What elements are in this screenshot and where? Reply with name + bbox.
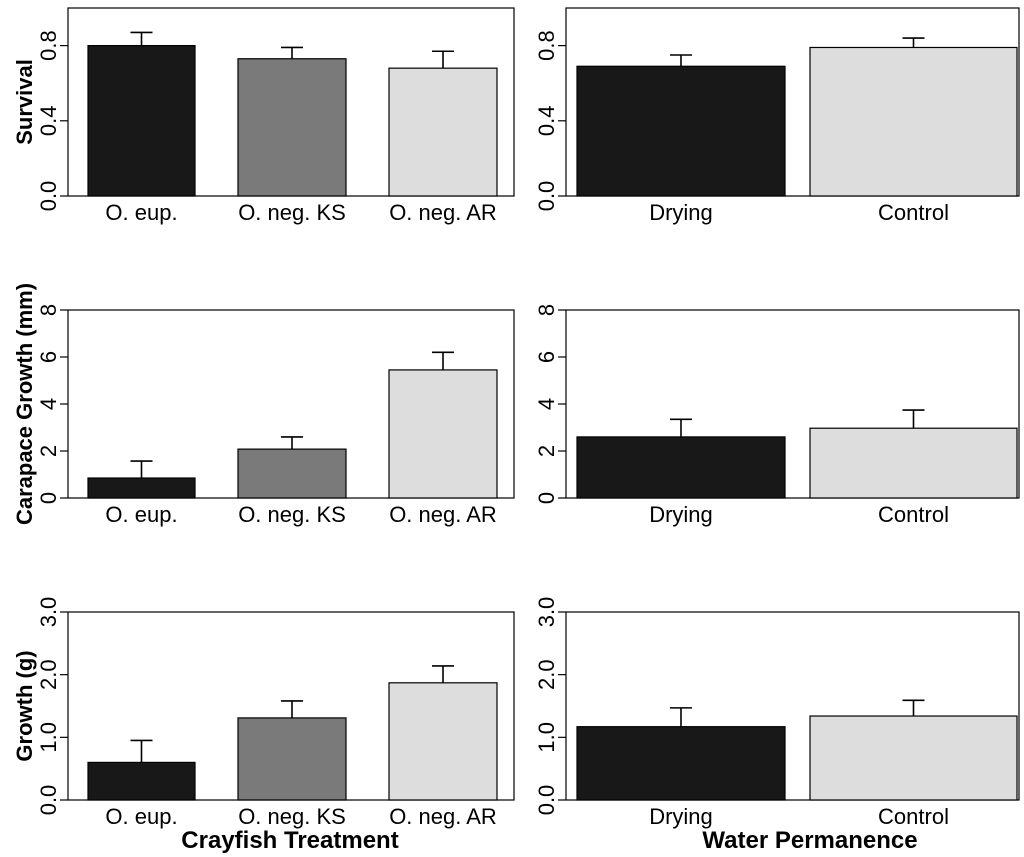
bar [576, 65, 786, 197]
bar [237, 58, 347, 197]
category-label: O. eup. [105, 200, 177, 225]
panel-carapace-treatment: 0 2 4 6 8 O. eup. O. neg. KS O. neg. AR Carapace… [12, 283, 515, 527]
category-label: O. neg. KS [238, 804, 346, 829]
category-label: O. neg. AR [389, 200, 497, 225]
y-tick-label: 8 [36, 304, 61, 316]
y-tick-label: 0.4 [36, 106, 61, 137]
y-tick-label: 0.0 [36, 785, 61, 816]
bar [809, 46, 1018, 197]
category-label: O. neg. AR [389, 804, 497, 829]
panel-carapace-water: 0 2 4 6 8 Drying Control [534, 304, 1020, 527]
y-tick-label: 0.8 [534, 30, 559, 61]
panel-survival-water: 0.0 0.4 0.8 Drying Control [534, 7, 1020, 225]
category-label: O. neg. KS [238, 502, 346, 527]
plot-frame [565, 611, 1020, 801]
left-xlabel: Crayfish Treatment [181, 827, 398, 854]
y-tick-label: 0.8 [36, 30, 61, 61]
category-label: Drying [649, 804, 713, 829]
bar [809, 715, 1018, 801]
y-tick-label: 4 [534, 398, 559, 410]
y-axis-label: Survival [12, 59, 37, 145]
y-tick-label: 3.0 [534, 597, 559, 628]
bar [388, 369, 498, 499]
y-tick-label: 2.0 [534, 659, 559, 690]
category-label: Drying [649, 200, 713, 225]
y-axis-label: Carapace Growth (mm) [12, 283, 37, 525]
category-label: Control [878, 502, 949, 527]
bar [237, 448, 347, 499]
panel-survival-treatment: 0.0 0.4 0.8 O. eup. O. neg. KS O. neg. AR Surv… [12, 7, 515, 225]
y-tick-label: 6 [36, 351, 61, 363]
category-label: O. neg. KS [238, 200, 346, 225]
y-axis-label: Growth (g) [12, 650, 37, 761]
y-tick-label: 4 [36, 398, 61, 410]
bar [809, 427, 1018, 499]
y-tick-label: 0.0 [534, 785, 559, 816]
y-tick-label: 0 [36, 492, 61, 504]
y-tick-label: 8 [534, 304, 559, 316]
bar [576, 726, 786, 801]
y-tick-label: 3.0 [36, 597, 61, 628]
y-tick-label: 2 [534, 445, 559, 457]
bar [388, 67, 498, 197]
y-tick-label: 0.4 [534, 106, 559, 137]
y-tick-label: 1.0 [534, 722, 559, 753]
y-tick-label: 0.0 [36, 181, 61, 212]
category-label: O. eup. [105, 502, 177, 527]
category-label: O. eup. [105, 804, 177, 829]
plot-frame [565, 7, 1020, 197]
y-tick-label: 2 [36, 445, 61, 457]
panel-mass-treatment: 0.0 1.0 2.0 3.0 O. eup. O. neg. KS O. neg. AR G… [12, 597, 515, 829]
panel-mass-water: 0.0 1.0 2.0 3.0 Drying Control [534, 597, 1020, 829]
bar [87, 761, 196, 801]
bar [87, 477, 196, 499]
category-label: Control [878, 200, 949, 225]
right-xlabel: Water Permanence [702, 827, 917, 854]
bar [388, 682, 498, 801]
y-tick-label: 2.0 [36, 659, 61, 690]
category-label: Control [878, 804, 949, 829]
category-label: O. neg. AR [389, 502, 497, 527]
bar [87, 44, 196, 197]
y-tick-label: 0 [534, 492, 559, 504]
bar [576, 436, 786, 499]
bar [237, 717, 347, 801]
y-tick-label: 6 [534, 351, 559, 363]
y-tick-label: 1.0 [36, 722, 61, 753]
category-label: Drying [649, 502, 713, 527]
y-tick-label: 0.0 [534, 181, 559, 212]
